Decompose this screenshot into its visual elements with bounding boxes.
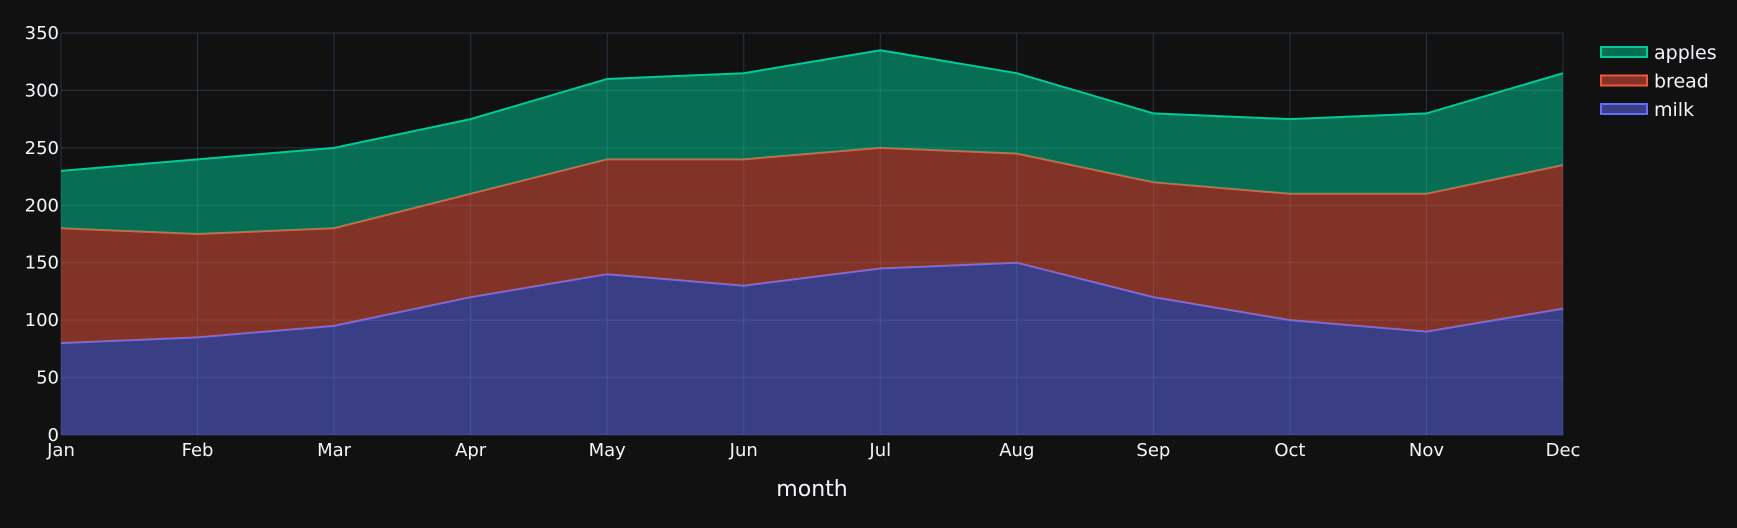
y-tick-label: 150	[25, 253, 59, 274]
x-axis-ticks: Jan Feb Mar Apr May Jun Jul Aug Sep Oct Nov Dec	[46, 440, 1580, 461]
legend-label-milk: milk	[1654, 99, 1694, 121]
x-axis-title: month	[776, 477, 847, 502]
x-tick-label: May	[589, 440, 627, 461]
y-tick-label: 300	[25, 80, 59, 101]
line-apples	[60, 49, 1564, 172]
y-tick-label: 100	[25, 310, 59, 331]
area-apples	[61, 50, 1563, 234]
legend-label-bread: bread	[1654, 71, 1709, 93]
legend-item-bread[interactable]: bread	[1600, 71, 1709, 93]
x-tick-label: Sep	[1136, 440, 1170, 461]
x-tick-label: Aug	[999, 440, 1034, 461]
area-bread	[61, 147, 1563, 344]
y-tick-label: 350	[25, 23, 59, 44]
x-tick-label: Mar	[317, 440, 352, 461]
series-areas	[60, 49, 1564, 435]
y-axis-ticks: 0 50 100 150 200 250 300 350	[25, 23, 59, 446]
legend: apples bread milk	[1600, 42, 1717, 121]
x-tick-label: Dec	[1546, 440, 1581, 461]
legend-label-apples: apples	[1654, 42, 1717, 64]
y-tick-label: 200	[25, 195, 59, 216]
legend-swatch-milk	[1600, 103, 1648, 115]
x-tick-label: Oct	[1274, 440, 1305, 461]
area-milk	[61, 262, 1563, 435]
x-tick-label: Apr	[455, 440, 487, 461]
legend-item-apples[interactable]: apples	[1600, 42, 1717, 64]
legend-swatch-bread	[1600, 74, 1648, 87]
x-tick-label: Feb	[182, 440, 214, 461]
line-milk	[60, 261, 1564, 345]
legend-item-milk[interactable]: milk	[1600, 99, 1694, 121]
x-tick-label: Jan	[46, 440, 75, 461]
y-tick-label: 250	[25, 138, 59, 159]
y-tick-label: 0	[48, 425, 59, 446]
x-tick-label: Jul	[868, 440, 891, 461]
legend-swatch-apples	[1600, 46, 1648, 58]
y-tick-label: 50	[36, 368, 59, 389]
x-tick-label: Nov	[1409, 440, 1444, 461]
x-tick-label: Jun	[729, 440, 758, 461]
